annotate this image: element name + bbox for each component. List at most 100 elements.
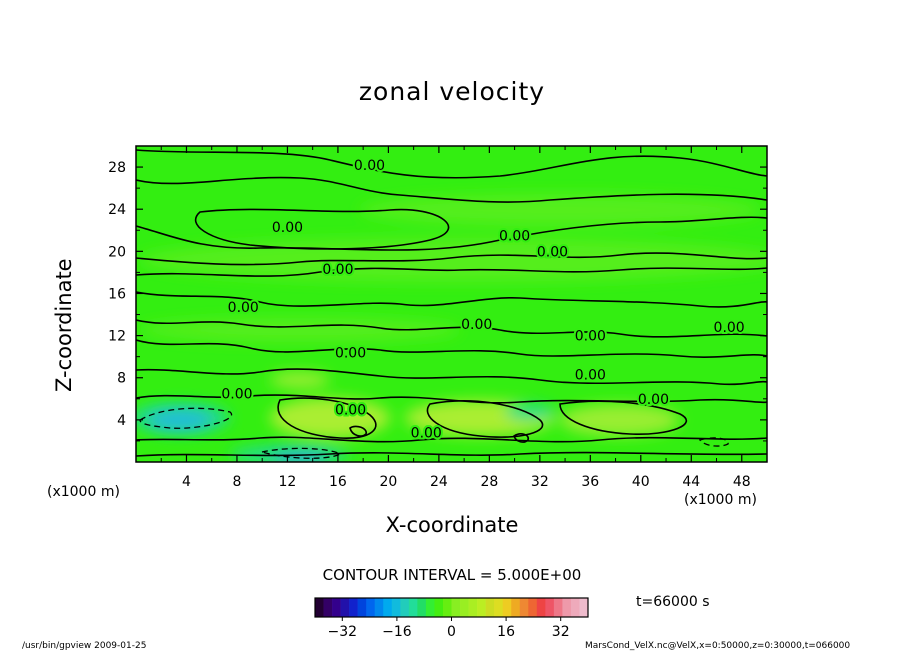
colorbar-swatch [545,598,555,617]
colorbar-swatch [357,598,367,617]
x-unit-label-left: (x1000 m) [47,484,120,500]
footer-right: MarsCond_VelX.nc@VelX,x=0:50000,z=0:3000… [585,641,851,651]
contour-line [136,216,767,251]
contour-interval-text: CONTOUR INTERVAL = 5.000E+00 [322,566,582,584]
colorbar-swatch [451,598,461,617]
contour-label: 0.00 [499,229,530,245]
colorbar-swatch [468,598,478,617]
colorbar-swatch [332,598,341,617]
contour-line [136,291,767,308]
x-tick-label: 40 [632,474,650,490]
field-blue-patch [148,411,212,429]
colorbar-swatch [425,598,435,617]
colorbar-swatch [315,598,324,617]
colorbar-swatch [383,598,393,617]
contour-label: 0.00 [228,300,259,316]
colorbar-swatch [494,598,503,617]
contour-line [136,394,767,404]
x-tick-label: 20 [379,474,397,490]
contour-label: 0.00 [537,244,568,260]
contour-line [136,339,767,358]
colorbar-swatch [579,598,589,617]
x-unit-label-right: (x1000 m) [684,492,757,508]
contour-line [426,400,544,438]
contour-line [136,368,767,386]
y-tick-label: 28 [108,160,126,176]
contour-label: 0.00 [411,426,442,442]
contour-line [136,149,767,179]
contour-label: 0.00 [575,329,606,345]
colorbar-swatch [485,598,495,617]
y-tick-label: 16 [108,286,126,302]
contour-line [136,451,767,457]
contour-label: 0.00 [638,392,669,408]
colorbar-swatch [511,598,521,617]
colorbar-swatch [570,598,580,617]
chart-title: zonal velocity [358,77,546,106]
colorbar-swatch [340,598,350,617]
y-tick-label: 24 [108,202,126,218]
field-yellow-patch [270,372,330,388]
contour-line-dashed [261,447,342,459]
contour-line [136,267,767,277]
x-tick-label: 48 [733,474,751,490]
x-tick-label: 4 [182,474,191,490]
field-light-band [360,194,760,226]
colorbar-swatch [434,598,444,617]
contour-labels: 0.00 0.00 0.00 0.00 0.00 0.00 0.00 0.00 0.00 0.00… [219,156,746,444]
colorbar-tick-label: 16 [497,624,515,640]
contour-line [136,252,767,266]
x-tick-label: 32 [531,474,549,490]
contour-label: 0.00 [322,262,353,278]
contour-label: 0.00 [272,220,303,236]
contour-label: 0.00 [575,368,606,384]
y-axis: 4 8 12 16 20 24 28 [108,160,767,442]
contour-line [349,425,367,437]
colorbar-swatch [502,598,512,617]
contour-label: 0.00 [221,387,252,403]
colorbar-swatch [460,598,469,617]
contour-label: 0.00 [354,158,385,174]
y-axis-label: Z-coordinate [52,258,76,392]
x-tick-label: 24 [430,474,448,490]
colorbar-swatch [562,598,572,617]
colorbar-swatch [519,598,529,617]
contour-line [513,433,530,443]
colorbar-swatch [553,598,563,617]
colorbar-tick-label: −16 [382,624,412,640]
y-tick-label: 12 [108,329,126,345]
colorbar-tick-label: 0 [447,624,456,640]
colorbar-tick-label: 32 [552,624,570,640]
contour-line [136,176,767,203]
colorbar-swatch [417,598,427,617]
contour-label: 0.00 [461,317,492,333]
contour-line [194,208,450,250]
colorbar-swatch [408,598,418,617]
colorbar-swatch [442,598,452,617]
colorbar-swatch [477,598,486,617]
colorbar-swatch [349,598,358,617]
x-tick-label: 16 [329,474,347,490]
y-tick-label: 20 [108,244,126,260]
contour-line-dashed [698,437,729,447]
x-tick-label: 44 [682,474,700,490]
colorbar-swatch [366,598,376,617]
time-label: t=66000 s [636,594,710,610]
colorbar-swatch [528,598,538,617]
y-tick-label: 4 [117,413,126,429]
y-tick-label: 8 [117,371,126,387]
colorbar-swatch [323,598,333,617]
x-tick-label: 12 [279,474,297,490]
x-tick-label: 8 [232,474,241,490]
contour-lines-negative [139,407,729,459]
contour-label: 0.00 [335,345,366,361]
field-light-band [140,318,460,342]
colorbar-swatch [400,598,410,617]
plot-frame [135,145,768,463]
colorbar-swatch [374,598,384,617]
colorbar: −32 −16 0 16 32 [314,597,589,640]
x-tick-label: 36 [581,474,599,490]
footer-left: /usr/bin/gpview 2009-01-25 [22,641,147,651]
contour-line [136,319,767,338]
